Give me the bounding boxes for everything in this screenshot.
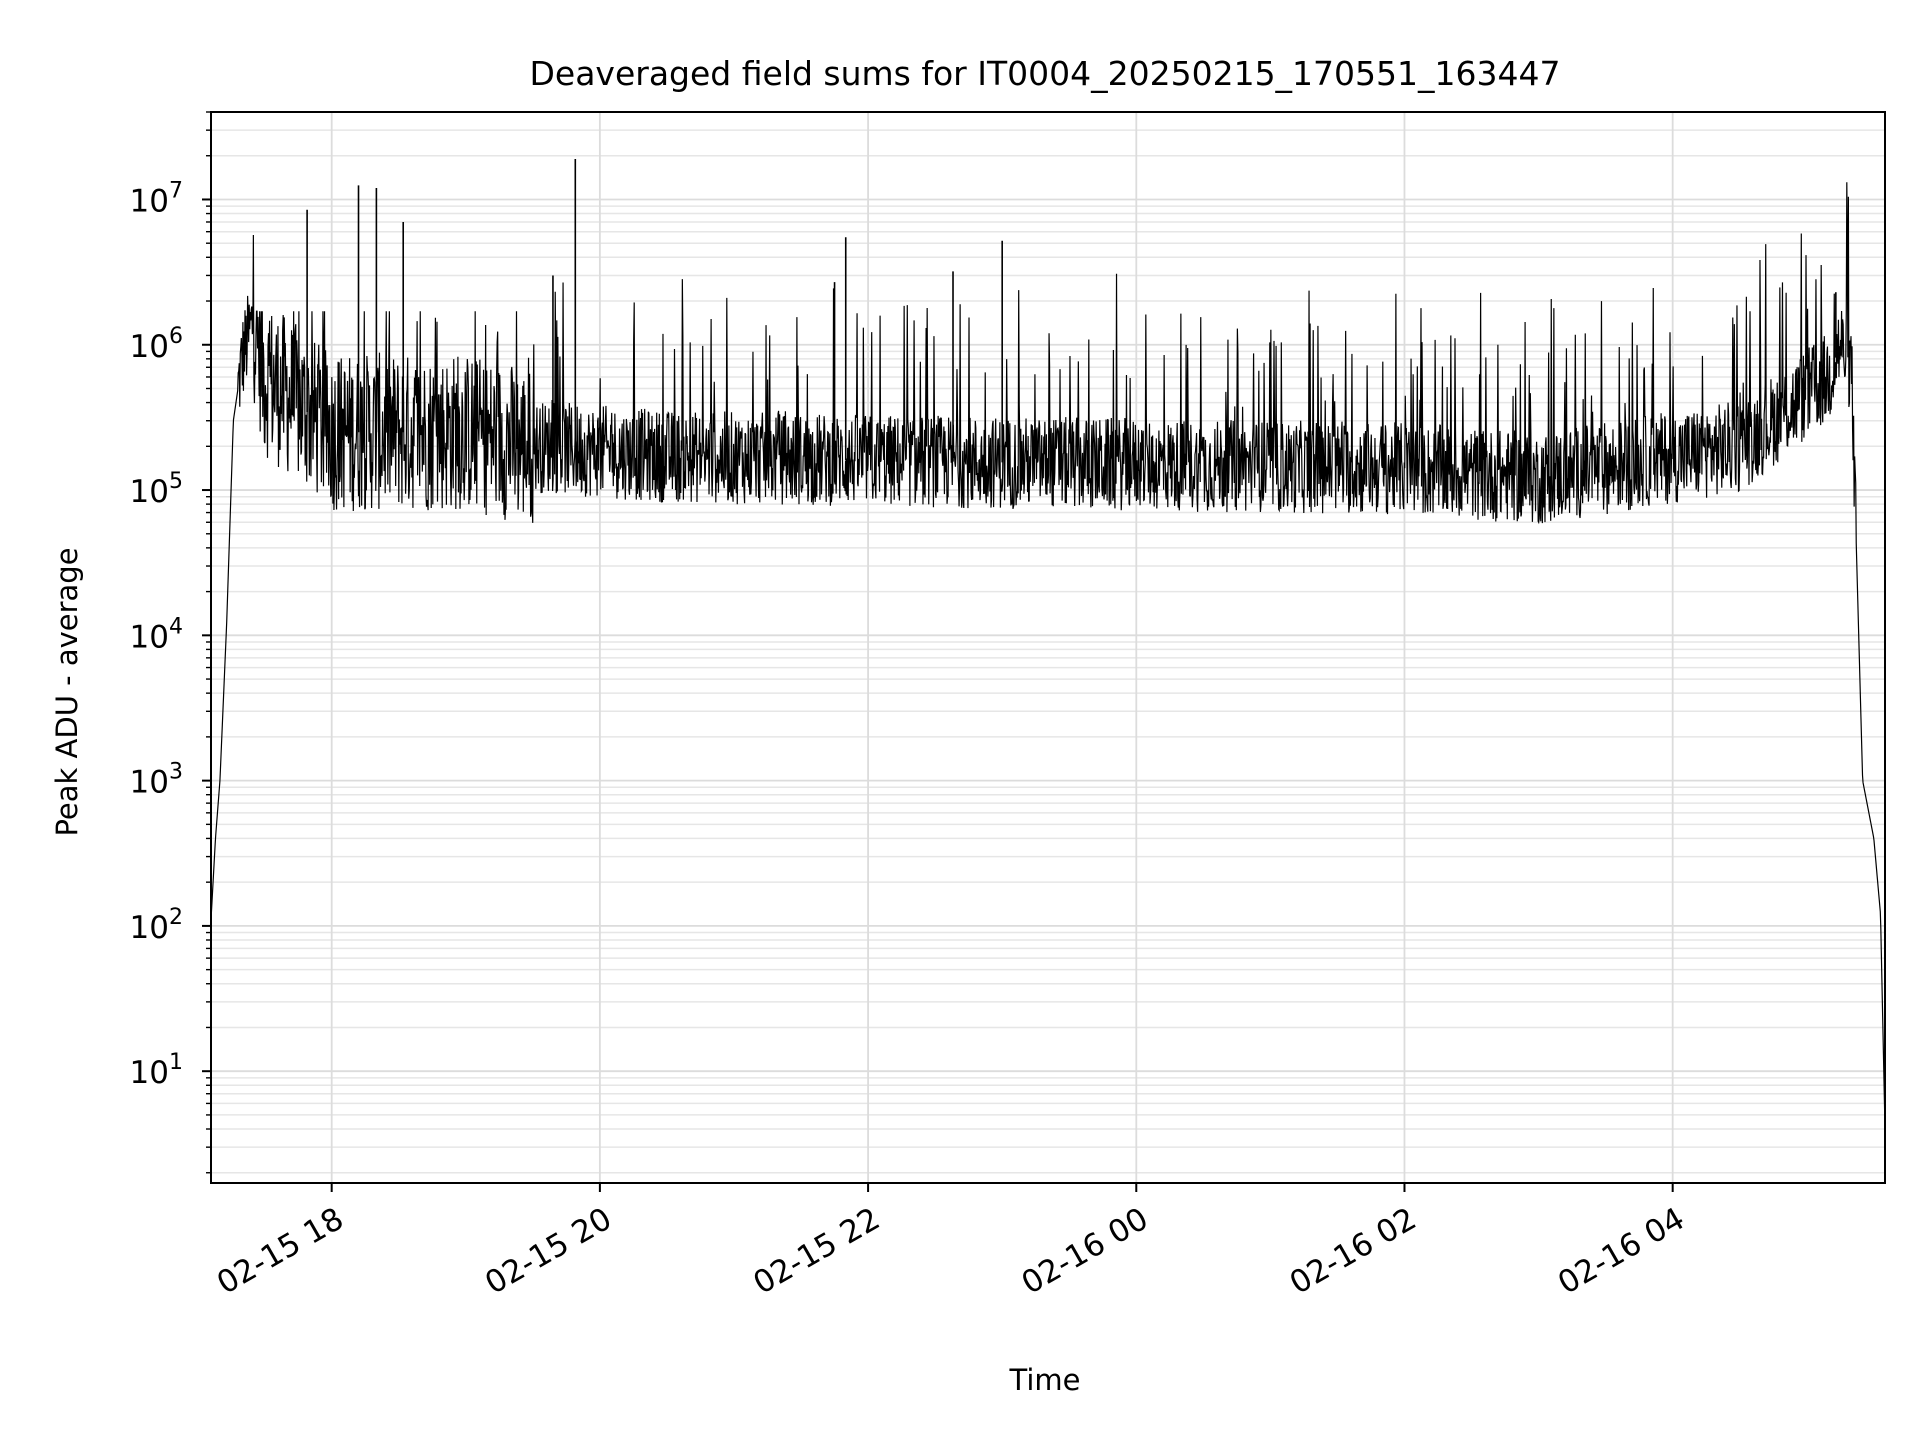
- y-tick-exponent: 2: [169, 905, 183, 930]
- series-line: [210, 158, 1886, 1130]
- y-tick-exponent: 5: [169, 469, 183, 494]
- y-tick-base: 10: [130, 765, 169, 801]
- y-tick-exponent: 1: [169, 1050, 183, 1075]
- y-tick-exponent: 7: [169, 178, 183, 203]
- y-tick-label: 106: [130, 324, 183, 365]
- y-tick-label: 101: [130, 1050, 183, 1091]
- y-tick-exponent: 6: [169, 324, 183, 349]
- y-tick-base: 10: [130, 474, 169, 510]
- y-tick-label: 105: [130, 469, 183, 510]
- y-tick-base: 10: [130, 183, 169, 219]
- y-tick-label: 107: [130, 178, 183, 219]
- grid: [211, 111, 1885, 1183]
- x-axis-label: Time: [1009, 1363, 1081, 1397]
- y-tick-base: 10: [130, 619, 169, 655]
- chart-title: Deaveraged field sums for IT0004_2025021…: [529, 54, 1560, 93]
- y-axis-label: Peak ADU - average: [50, 547, 84, 836]
- y-tick-base: 10: [130, 329, 169, 365]
- y-tick-base: 10: [130, 1055, 169, 1091]
- y-tick-exponent: 4: [169, 614, 183, 639]
- y-tick-label: 104: [130, 614, 183, 655]
- plot-frame: [210, 111, 1886, 1184]
- y-tick-base: 10: [130, 910, 169, 946]
- y-tick-label: 103: [130, 760, 183, 801]
- series-line-path: [210, 182, 1886, 1130]
- y-tick-label: 102: [130, 905, 183, 946]
- y-tick-exponent: 3: [169, 760, 183, 785]
